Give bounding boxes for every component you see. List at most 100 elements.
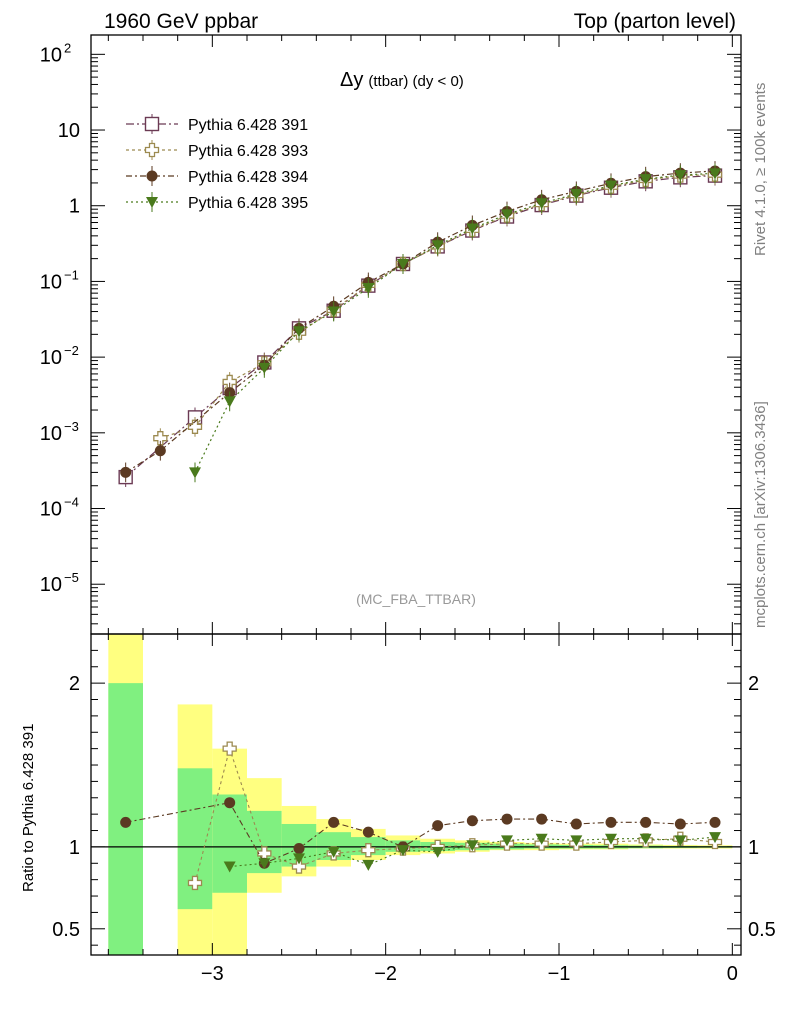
ratio-point bbox=[674, 835, 687, 847]
ratio-point bbox=[709, 832, 721, 844]
data-point bbox=[709, 168, 721, 180]
legend-label: Pythia 6.428 393 bbox=[188, 143, 308, 160]
y-tick-exponent: −2 bbox=[64, 343, 79, 358]
collision-energy-title: 1960 GeV ppbar bbox=[104, 10, 259, 33]
ratio-point bbox=[362, 826, 374, 838]
ratio-series-line bbox=[194, 746, 716, 884]
legend-marker bbox=[144, 116, 160, 132]
ratio-y-tick-label-right: 0.5 bbox=[748, 919, 776, 941]
y-tick-exponent: −1 bbox=[64, 267, 79, 282]
ratio-point bbox=[432, 820, 444, 832]
y-tick-exponent: −3 bbox=[64, 419, 79, 434]
ratio-point bbox=[293, 843, 305, 855]
ratio-point bbox=[120, 816, 132, 828]
ratio-point bbox=[224, 797, 236, 809]
ratio-y-tick-label: 0.5 bbox=[52, 919, 80, 941]
ratio-point bbox=[501, 813, 513, 825]
y-tick-label: 10 bbox=[40, 574, 62, 596]
legend-label: Pythia 6.428 395 bbox=[188, 195, 308, 212]
ratio-point bbox=[327, 846, 340, 858]
rivet-version-label: Rivet 4.1.0, ≥ 100k events bbox=[752, 82, 769, 256]
ratio-point bbox=[293, 853, 305, 865]
legend-marker bbox=[146, 170, 158, 182]
data-point bbox=[293, 326, 305, 338]
mcplots-label: mcplots.cern.ch [arXiv:1306.3436] bbox=[752, 401, 769, 628]
data-point bbox=[362, 282, 375, 294]
ratio-plot-series bbox=[120, 741, 723, 891]
ratio-y-axis-label: Ratio to Pythia 6.428 391 bbox=[20, 723, 37, 892]
ratio-y-tick-label: 1 bbox=[69, 837, 80, 859]
ratio-point bbox=[674, 818, 686, 830]
process-title: Top (parton level) bbox=[573, 10, 736, 33]
ratio-frame bbox=[90, 633, 742, 956]
y-tick-label: 10 bbox=[40, 499, 62, 521]
y-tick-exponent: −5 bbox=[64, 570, 79, 585]
ratio-point bbox=[640, 816, 652, 828]
x-tick-label: −1 bbox=[548, 963, 571, 985]
ratio-y-tick-label-right: 2 bbox=[748, 673, 759, 695]
ratio-series-line bbox=[125, 802, 716, 864]
data-point bbox=[189, 467, 201, 479]
ratio-point bbox=[501, 835, 513, 847]
data-point bbox=[431, 240, 444, 252]
ratio-point bbox=[605, 833, 617, 845]
ratio-point bbox=[431, 846, 444, 858]
ratio-point bbox=[397, 845, 409, 857]
data-point bbox=[120, 466, 132, 478]
x-tick-label: −3 bbox=[201, 963, 224, 985]
y-tick-exponent: 2 bbox=[64, 40, 71, 55]
y-tick-label: 10 bbox=[40, 347, 62, 369]
ratio-point bbox=[466, 840, 479, 852]
ratio-point bbox=[187, 875, 203, 891]
band-green-bin bbox=[212, 794, 247, 893]
ratio-point bbox=[466, 815, 478, 827]
data-point bbox=[535, 198, 548, 210]
series-line bbox=[125, 170, 716, 473]
legend-label: Pythia 6.428 391 bbox=[188, 117, 308, 134]
ratio-point bbox=[258, 858, 271, 870]
ratio-point bbox=[570, 818, 582, 830]
data-point bbox=[466, 223, 479, 235]
plot-title: Δy (ttbar) (dy < 0) bbox=[340, 69, 464, 91]
data-point bbox=[570, 188, 583, 200]
ratio-uncertainty-bands bbox=[108, 634, 733, 955]
ratio-point bbox=[361, 843, 376, 858]
ratio-point bbox=[222, 741, 237, 756]
y-tick-label: 10 bbox=[40, 423, 62, 445]
ratio-point bbox=[362, 859, 375, 871]
data-point bbox=[258, 362, 271, 374]
ratio-point bbox=[291, 859, 307, 874]
y-tick-label: 10 bbox=[58, 120, 80, 142]
ratio-y-tick-label: 2 bbox=[69, 673, 80, 695]
series-line bbox=[194, 172, 716, 473]
legend-marker bbox=[146, 197, 158, 208]
data-point bbox=[187, 419, 203, 434]
ratio-series-line bbox=[229, 836, 716, 868]
ratio-point bbox=[535, 833, 548, 845]
ratio-point bbox=[570, 835, 583, 847]
y-tick-exponent: −4 bbox=[64, 495, 79, 510]
ratio-point bbox=[709, 816, 721, 828]
y-tick-label: 10 bbox=[40, 44, 62, 66]
data-point bbox=[397, 258, 409, 270]
axis-ticks bbox=[91, 35, 741, 955]
legend-marker bbox=[144, 142, 160, 158]
ratio-point bbox=[605, 816, 617, 828]
series-line bbox=[160, 174, 716, 439]
legend-label: Pythia 6.428 394 bbox=[188, 169, 308, 186]
ratio-point bbox=[536, 813, 548, 825]
x-tick-label: 0 bbox=[727, 963, 738, 985]
data-point bbox=[639, 174, 652, 186]
main-plot-series bbox=[118, 161, 723, 487]
data-point bbox=[327, 306, 340, 318]
ratio-point bbox=[223, 861, 236, 873]
data-point bbox=[501, 209, 513, 221]
y-tick-label: 10 bbox=[40, 271, 62, 293]
data-point bbox=[605, 180, 617, 192]
legend: Pythia 6.428 391 Pythia 6.428 393 Pythia 6… bbox=[126, 114, 308, 212]
ratio-y-tick-label-right: 1 bbox=[748, 837, 759, 859]
data-point bbox=[674, 170, 687, 182]
data-point bbox=[223, 396, 236, 408]
